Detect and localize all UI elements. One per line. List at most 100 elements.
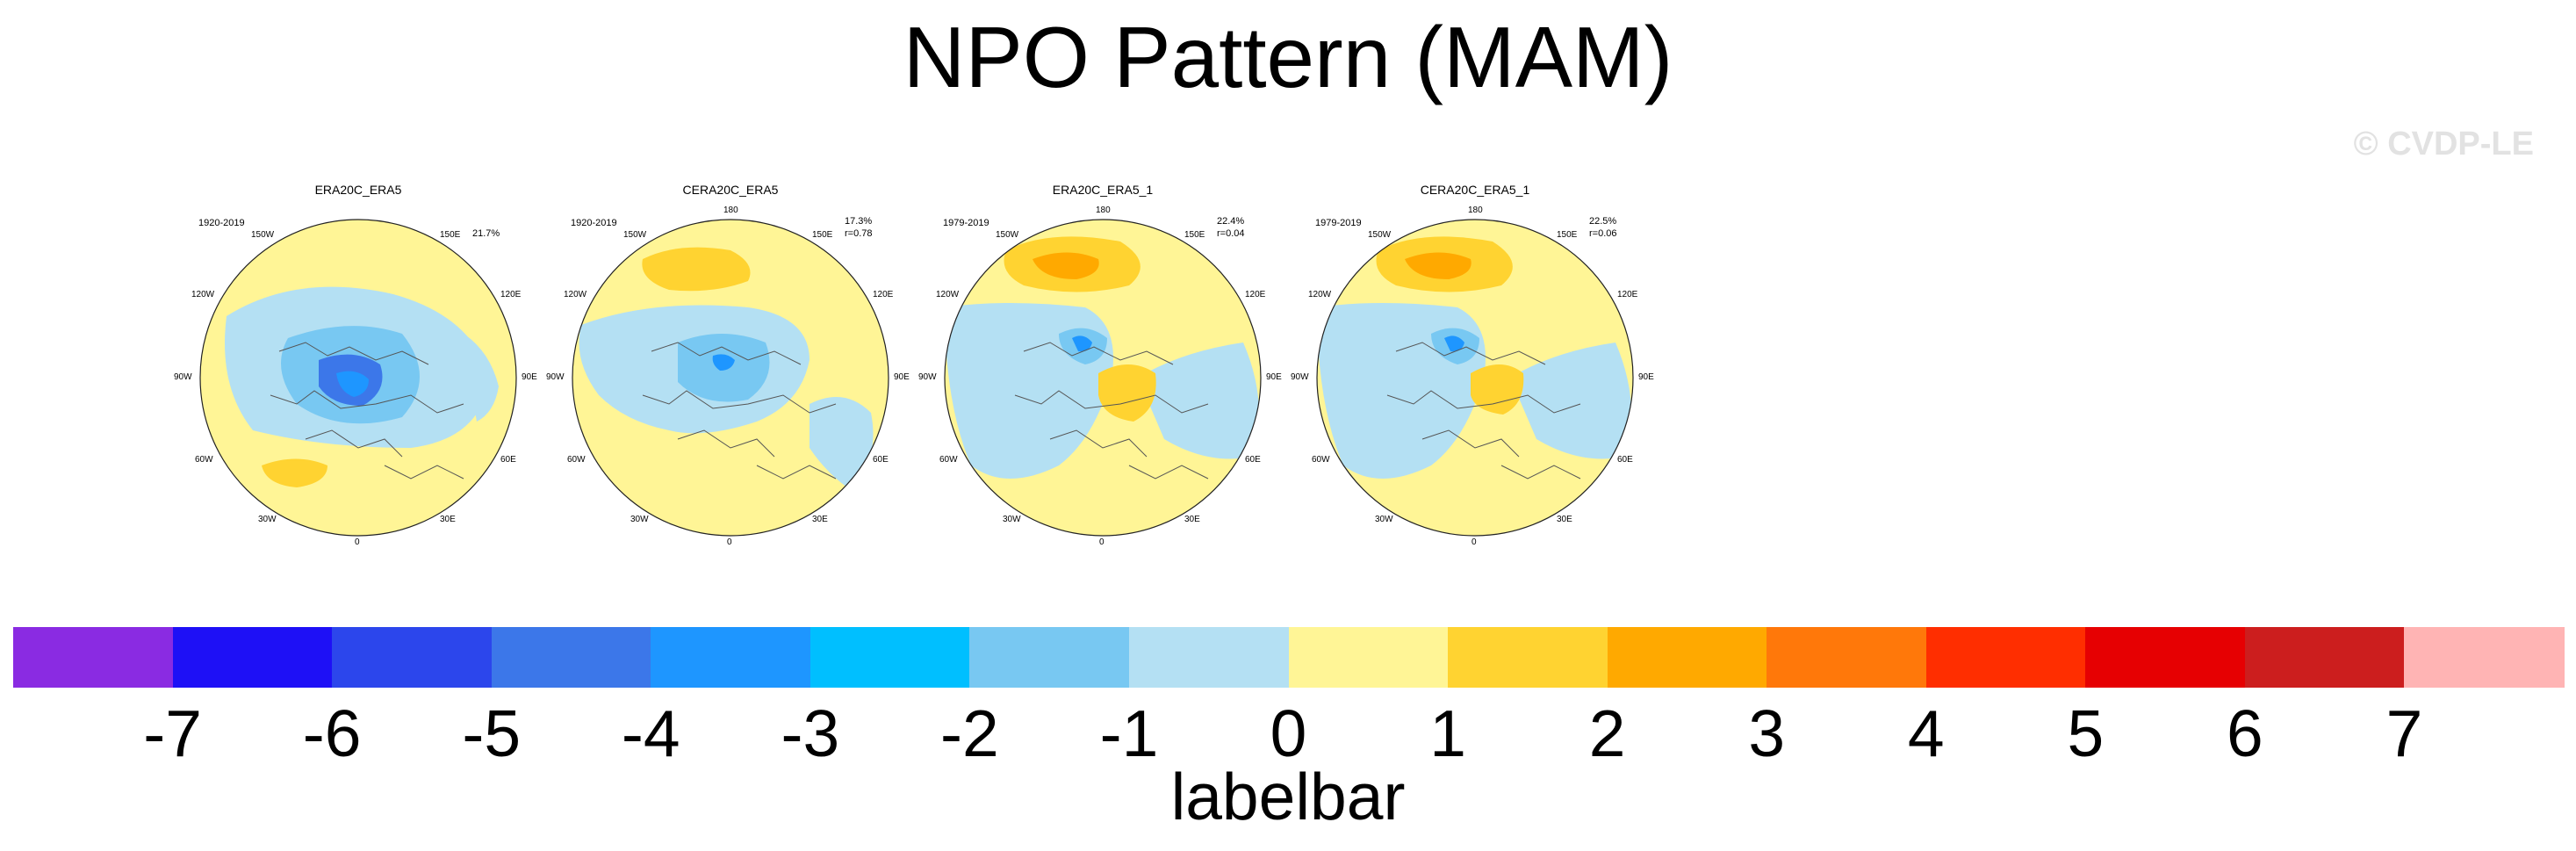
lon-label-90w: 90W [1291,372,1309,382]
panel-title: CERA20C_ERA5 [682,183,779,197]
polar-map [944,219,1262,537]
panel-years: 1979-2019 [943,218,989,228]
panel-title: ERA20C_ERA5_1 [1052,183,1154,197]
panel-years: 1920-2019 [198,218,245,228]
lon-label-30w: 30W [630,515,649,524]
lon-label-150w: 150W [623,230,647,240]
lon-label-90w: 90W [918,372,937,382]
lon-label-90e: 90E [1638,372,1654,382]
lon-label-30e: 30E [812,515,828,524]
lon-label-60w: 60W [1312,455,1330,465]
lon-label-120w: 120W [564,290,587,299]
lon-label-120w: 120W [936,290,960,299]
lon-label-0: 0 [1099,537,1105,547]
panel-percent: 21.7% [472,228,500,239]
panel-years: 1920-2019 [571,218,617,228]
colorbar [13,627,2565,688]
colorbar-tick-label: 4 [1907,696,1945,770]
lon-label-150e: 150E [440,230,461,240]
colorbar-tick-label: 1 [1429,696,1466,770]
panel-correlation: r=0.04 [1217,228,1245,239]
colorbar-tick-label: -5 [462,696,522,770]
colorbar-segment [1607,627,1767,688]
map-panel-3: ERA20C_ERA5_1 1979-2019 22.4% r=0.04 180… [918,176,1287,562]
colorbar-tick-label: -3 [781,696,840,770]
colorbar-tick-label: 7 [2385,696,2423,770]
lon-label-60e: 60E [873,455,889,465]
lon-label-120e: 120E [873,290,894,299]
lon-label-30w: 30W [1375,515,1393,524]
lon-label-90e: 90E [1266,372,1282,382]
colorbar-segment [172,627,333,688]
colorbar-segment [13,627,174,688]
lon-label-150w: 150W [996,230,1019,240]
lon-label-90w: 90W [546,372,565,382]
colorbar-tick-label: 6 [2227,696,2263,770]
colorbar-tick-label: 3 [1748,696,1786,770]
panel-correlation: r=0.78 [845,228,873,239]
lon-label-90e: 90E [522,372,537,382]
lon-label-120w: 120W [1308,290,1332,299]
colorbar-tick-label: -6 [302,696,362,770]
colorbar-segment [2244,627,2405,688]
colorbar-title: labelbar [1170,760,1406,833]
lon-label-30w: 30W [1003,515,1021,524]
figure-title: NPO Pattern (MAM) [903,9,1673,105]
lon-label-30e: 30E [440,515,456,524]
lon-label-150e: 150E [1184,230,1205,240]
lon-label-60w: 60W [567,455,586,465]
polar-map [199,219,517,537]
lon-label-60w: 60W [939,455,958,465]
panel-title: ERA20C_ERA5 [314,183,402,197]
map-panel-4: CERA20C_ERA5_1 1979-2019 22.5% r=0.06 18… [1291,176,1659,562]
colorbar-segment [1448,627,1608,688]
colorbar-segment [1288,627,1449,688]
colorbar-tick-label: -7 [143,696,202,770]
colorbar-segment [1767,627,1927,688]
map-panel-2: CERA20C_ERA5 1920-2019 17.3% r=0.78 180 … [546,176,915,562]
lon-label-150w: 150W [1368,230,1392,240]
colorbar-tick-label: 2 [1588,696,1626,770]
panel-percent: 17.3% [845,216,873,227]
lon-label-180: 180 [1468,206,1483,215]
lon-label-30e: 30E [1557,515,1572,524]
polar-map [572,219,889,537]
lon-label-120e: 120E [1245,290,1266,299]
panel-percent: 22.4% [1217,216,1245,227]
lon-label-30w: 30W [258,515,277,524]
lon-label-150e: 150E [1557,230,1578,240]
lon-label-0: 0 [727,537,732,547]
colorbar-segment [2085,627,2246,688]
lon-label-120e: 120E [1617,290,1638,299]
lon-label-30e: 30E [1184,515,1200,524]
colorbar-segment [651,627,811,688]
lon-label-60e: 60E [1245,455,1261,465]
colorbar-tick-label: 5 [2067,696,2105,770]
panel-percent: 22.5% [1589,216,1617,227]
lon-label-0: 0 [1471,537,1477,547]
lon-label-90w: 90W [174,372,192,382]
map-panel-1: ERA20C_ERA5 1920-2019 21.7% 150E 120E 90… [174,176,543,562]
colorbar-segment [2404,627,2565,688]
lon-label-60e: 60E [1617,455,1633,465]
colorbar-tick-label: -2 [940,696,999,770]
colorbar-segment [1128,627,1289,688]
lon-label-60w: 60W [195,455,213,465]
lon-label-120w: 120W [191,290,215,299]
lon-label-120e: 120E [500,290,522,299]
lon-label-150e: 150E [812,230,833,240]
colorbar-tick-label: -4 [621,696,680,770]
colorbar-segment [491,627,651,688]
lon-label-0: 0 [355,537,360,547]
watermark: © CVDP-LE [2353,126,2534,162]
panel-years: 1979-2019 [1315,218,1362,228]
lon-label-150w: 150W [251,230,275,240]
colorbar-tick-label: 0 [1270,696,1307,770]
colorbar-segment [332,627,493,688]
polar-map [1316,219,1634,537]
colorbar-segment [809,627,970,688]
lon-label-90e: 90E [894,372,910,382]
colorbar-segment [969,627,1130,688]
colorbar-tick-label: -1 [1099,696,1159,770]
colorbar-segment [1925,627,2086,688]
